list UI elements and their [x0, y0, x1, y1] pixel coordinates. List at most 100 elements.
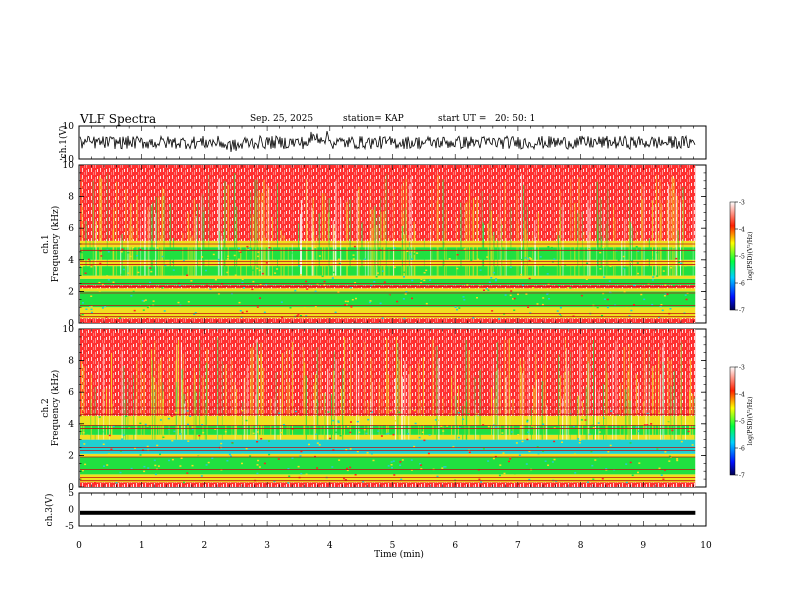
spec-speckle: [420, 282, 423, 284]
y-tick-label: 5: [68, 489, 74, 499]
colorbar-tick-label: -7: [739, 308, 745, 315]
spec-streak: [578, 395, 579, 440]
spec-speckle: [139, 422, 142, 425]
spec-streak: [623, 346, 625, 440]
spec-speckle: [316, 467, 319, 469]
spec-speckle: [337, 421, 340, 424]
spec-speckle: [637, 272, 639, 275]
spec-speckle: [658, 412, 661, 415]
y-tick-label: 6: [68, 224, 74, 234]
spec-streak: [158, 196, 160, 276]
spec-speckle: [525, 463, 528, 465]
spec-speckle: [421, 431, 424, 433]
spec-speckle: [547, 283, 550, 285]
spec-speckle: [162, 435, 165, 438]
spec-speckle: [387, 294, 390, 296]
spec-speckle: [389, 409, 392, 412]
spec-speckle: [584, 419, 587, 421]
spec-speckle: [268, 440, 270, 442]
spec-speckle: [347, 300, 349, 303]
spec-streak: [546, 405, 548, 440]
spec-speckle: [660, 474, 663, 476]
spec-streak: [418, 363, 420, 440]
spec-speckle: [245, 447, 248, 450]
spec-speckle: [100, 255, 103, 257]
spec-streak: [291, 243, 293, 276]
spec-streak: [108, 384, 110, 440]
spec-speckle: [120, 273, 123, 276]
spec-streak: [203, 207, 205, 276]
spec-streak: [333, 351, 335, 440]
spec-streak: [234, 173, 236, 276]
spec-streak: [396, 337, 397, 440]
spec-speckle: [350, 421, 352, 423]
spec-streak: [443, 242, 445, 276]
spec-speckle: [393, 247, 396, 249]
spec-speckle: [106, 464, 109, 466]
spec-speckle: [616, 414, 619, 416]
spec-speckle: [548, 298, 550, 300]
spec-streak: [367, 401, 369, 440]
spec-speckle: [478, 478, 481, 481]
spec-speckle: [616, 467, 619, 469]
spec-streak: [258, 354, 259, 440]
spec-streak: [169, 203, 171, 276]
spec-streak: [568, 370, 570, 440]
spec-speckle: [198, 434, 201, 437]
spec-streak: [349, 199, 351, 276]
spec-streak: [250, 191, 252, 276]
spec-streak: [641, 183, 643, 276]
spec-streak: [312, 197, 314, 276]
spec-speckle: [143, 465, 146, 468]
spec-speckle: [245, 310, 248, 313]
spec-speckle: [499, 464, 502, 466]
spec-speckle: [98, 290, 101, 292]
spec-speckle: [291, 457, 294, 459]
spec-speckle: [316, 442, 319, 444]
spec-speckle: [90, 308, 93, 311]
spec-streak: [231, 359, 233, 440]
spec-speckle: [114, 263, 117, 265]
spec-speckle: [186, 316, 189, 319]
spec-speckle: [248, 248, 251, 250]
spec-speckle: [518, 454, 521, 456]
spec-speckle: [640, 293, 643, 296]
spec-speckle: [684, 294, 687, 296]
spec-speckle: [115, 482, 118, 484]
spec-speckle: [237, 258, 240, 261]
spec-streak: [675, 397, 677, 440]
spec-speckle: [434, 419, 437, 421]
spec-streak: [154, 390, 156, 440]
spec-streak: [673, 370, 675, 440]
spec-streak: [306, 222, 308, 276]
y-tick-label: -5: [65, 522, 74, 532]
spec-speckle: [656, 251, 659, 254]
spec-speckle: [153, 459, 156, 462]
spec-speckle: [407, 433, 410, 435]
spec-speckle: [637, 475, 640, 478]
spec-speckle: [560, 315, 563, 317]
spec-speckle: [509, 266, 512, 269]
spec-speckle: [333, 271, 335, 274]
spec-streak: [462, 406, 464, 440]
spec-speckle: [561, 441, 563, 443]
x-tick-label: 10: [700, 541, 712, 551]
spec-speckle: [451, 480, 454, 483]
spec-streak: [324, 205, 326, 276]
spec-speckle: [226, 258, 229, 260]
spec-streak: [621, 240, 623, 276]
spec-speckle: [474, 253, 477, 255]
spec-speckle: [80, 251, 83, 254]
spec-streak: [315, 373, 317, 440]
spec-streak: [526, 234, 528, 276]
spec-speckle: [573, 453, 576, 455]
spec-speckle: [187, 440, 190, 442]
spec-streak: [471, 209, 473, 276]
spec-speckle: [671, 445, 674, 448]
spec-speckle: [592, 427, 595, 429]
spec-streak: [258, 190, 260, 276]
spec-streak: [361, 222, 363, 276]
spec-speckle: [332, 449, 335, 451]
spec-streak: [346, 210, 348, 276]
spec-streak: [643, 186, 645, 276]
